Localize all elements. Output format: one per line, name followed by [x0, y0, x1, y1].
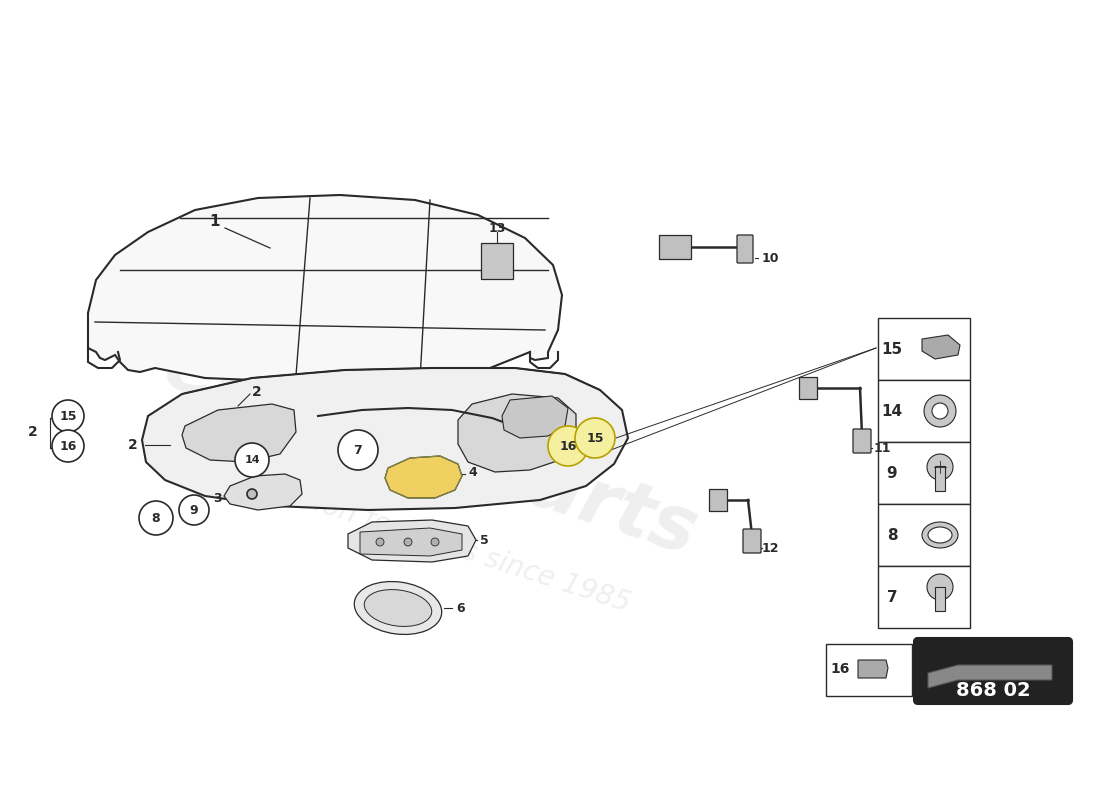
Text: 16: 16	[59, 439, 77, 453]
Text: 2: 2	[252, 385, 262, 399]
Polygon shape	[142, 368, 628, 510]
Text: a passion for parts since 1985: a passion for parts since 1985	[227, 462, 634, 618]
Text: 868 02: 868 02	[956, 681, 1031, 699]
Text: 16: 16	[559, 439, 576, 453]
Text: 15: 15	[881, 342, 903, 357]
Text: 1: 1	[210, 214, 220, 230]
Text: 7: 7	[887, 590, 898, 605]
FancyBboxPatch shape	[659, 235, 691, 259]
Polygon shape	[348, 520, 476, 562]
Text: 11: 11	[874, 442, 891, 454]
Polygon shape	[922, 335, 960, 359]
Text: 8: 8	[152, 511, 161, 525]
Circle shape	[235, 443, 270, 477]
Ellipse shape	[354, 582, 442, 634]
Circle shape	[338, 430, 378, 470]
FancyBboxPatch shape	[878, 566, 970, 628]
FancyBboxPatch shape	[737, 235, 754, 263]
Circle shape	[932, 403, 948, 419]
Ellipse shape	[364, 590, 432, 626]
Polygon shape	[858, 660, 888, 678]
FancyBboxPatch shape	[742, 529, 761, 553]
Text: 12: 12	[762, 542, 780, 554]
Circle shape	[548, 426, 588, 466]
Circle shape	[404, 538, 412, 546]
Ellipse shape	[928, 527, 952, 543]
Polygon shape	[928, 665, 1052, 688]
Circle shape	[139, 501, 173, 535]
Circle shape	[927, 574, 953, 600]
Text: 15: 15	[586, 431, 604, 445]
Text: 9: 9	[887, 466, 898, 481]
Text: 7: 7	[353, 443, 362, 457]
Circle shape	[431, 538, 439, 546]
Bar	[935, 587, 945, 611]
Text: 6: 6	[456, 602, 464, 614]
Polygon shape	[385, 456, 462, 498]
Polygon shape	[360, 528, 462, 556]
Text: 2: 2	[29, 425, 38, 439]
FancyBboxPatch shape	[799, 377, 817, 399]
Circle shape	[52, 400, 84, 432]
Text: 10: 10	[762, 251, 780, 265]
Bar	[935, 466, 945, 491]
FancyBboxPatch shape	[914, 638, 1072, 704]
Text: 4: 4	[468, 466, 476, 478]
FancyBboxPatch shape	[878, 442, 970, 504]
Text: 13: 13	[488, 222, 506, 234]
Text: 8: 8	[887, 527, 898, 542]
FancyBboxPatch shape	[826, 644, 912, 696]
Ellipse shape	[922, 522, 958, 548]
FancyBboxPatch shape	[852, 429, 871, 453]
Circle shape	[179, 495, 209, 525]
Circle shape	[927, 454, 953, 480]
Circle shape	[376, 538, 384, 546]
Circle shape	[52, 430, 84, 462]
Text: 15: 15	[59, 410, 77, 422]
Text: 5: 5	[480, 534, 488, 546]
Circle shape	[248, 489, 257, 499]
Polygon shape	[458, 394, 576, 472]
Circle shape	[575, 418, 615, 458]
FancyBboxPatch shape	[878, 504, 970, 566]
FancyBboxPatch shape	[481, 243, 513, 279]
Polygon shape	[88, 195, 562, 382]
Text: 14: 14	[881, 403, 903, 418]
FancyBboxPatch shape	[878, 380, 970, 442]
Text: 9: 9	[189, 503, 198, 517]
FancyBboxPatch shape	[710, 489, 727, 511]
Text: 3: 3	[213, 491, 222, 505]
Polygon shape	[224, 474, 302, 510]
Text: 14: 14	[244, 455, 260, 465]
Circle shape	[924, 395, 956, 427]
Text: 16: 16	[830, 662, 849, 676]
Polygon shape	[502, 396, 568, 438]
FancyBboxPatch shape	[878, 318, 970, 380]
Text: 2: 2	[129, 438, 138, 452]
Text: eurocarparts: eurocarparts	[154, 329, 706, 571]
Polygon shape	[182, 404, 296, 462]
